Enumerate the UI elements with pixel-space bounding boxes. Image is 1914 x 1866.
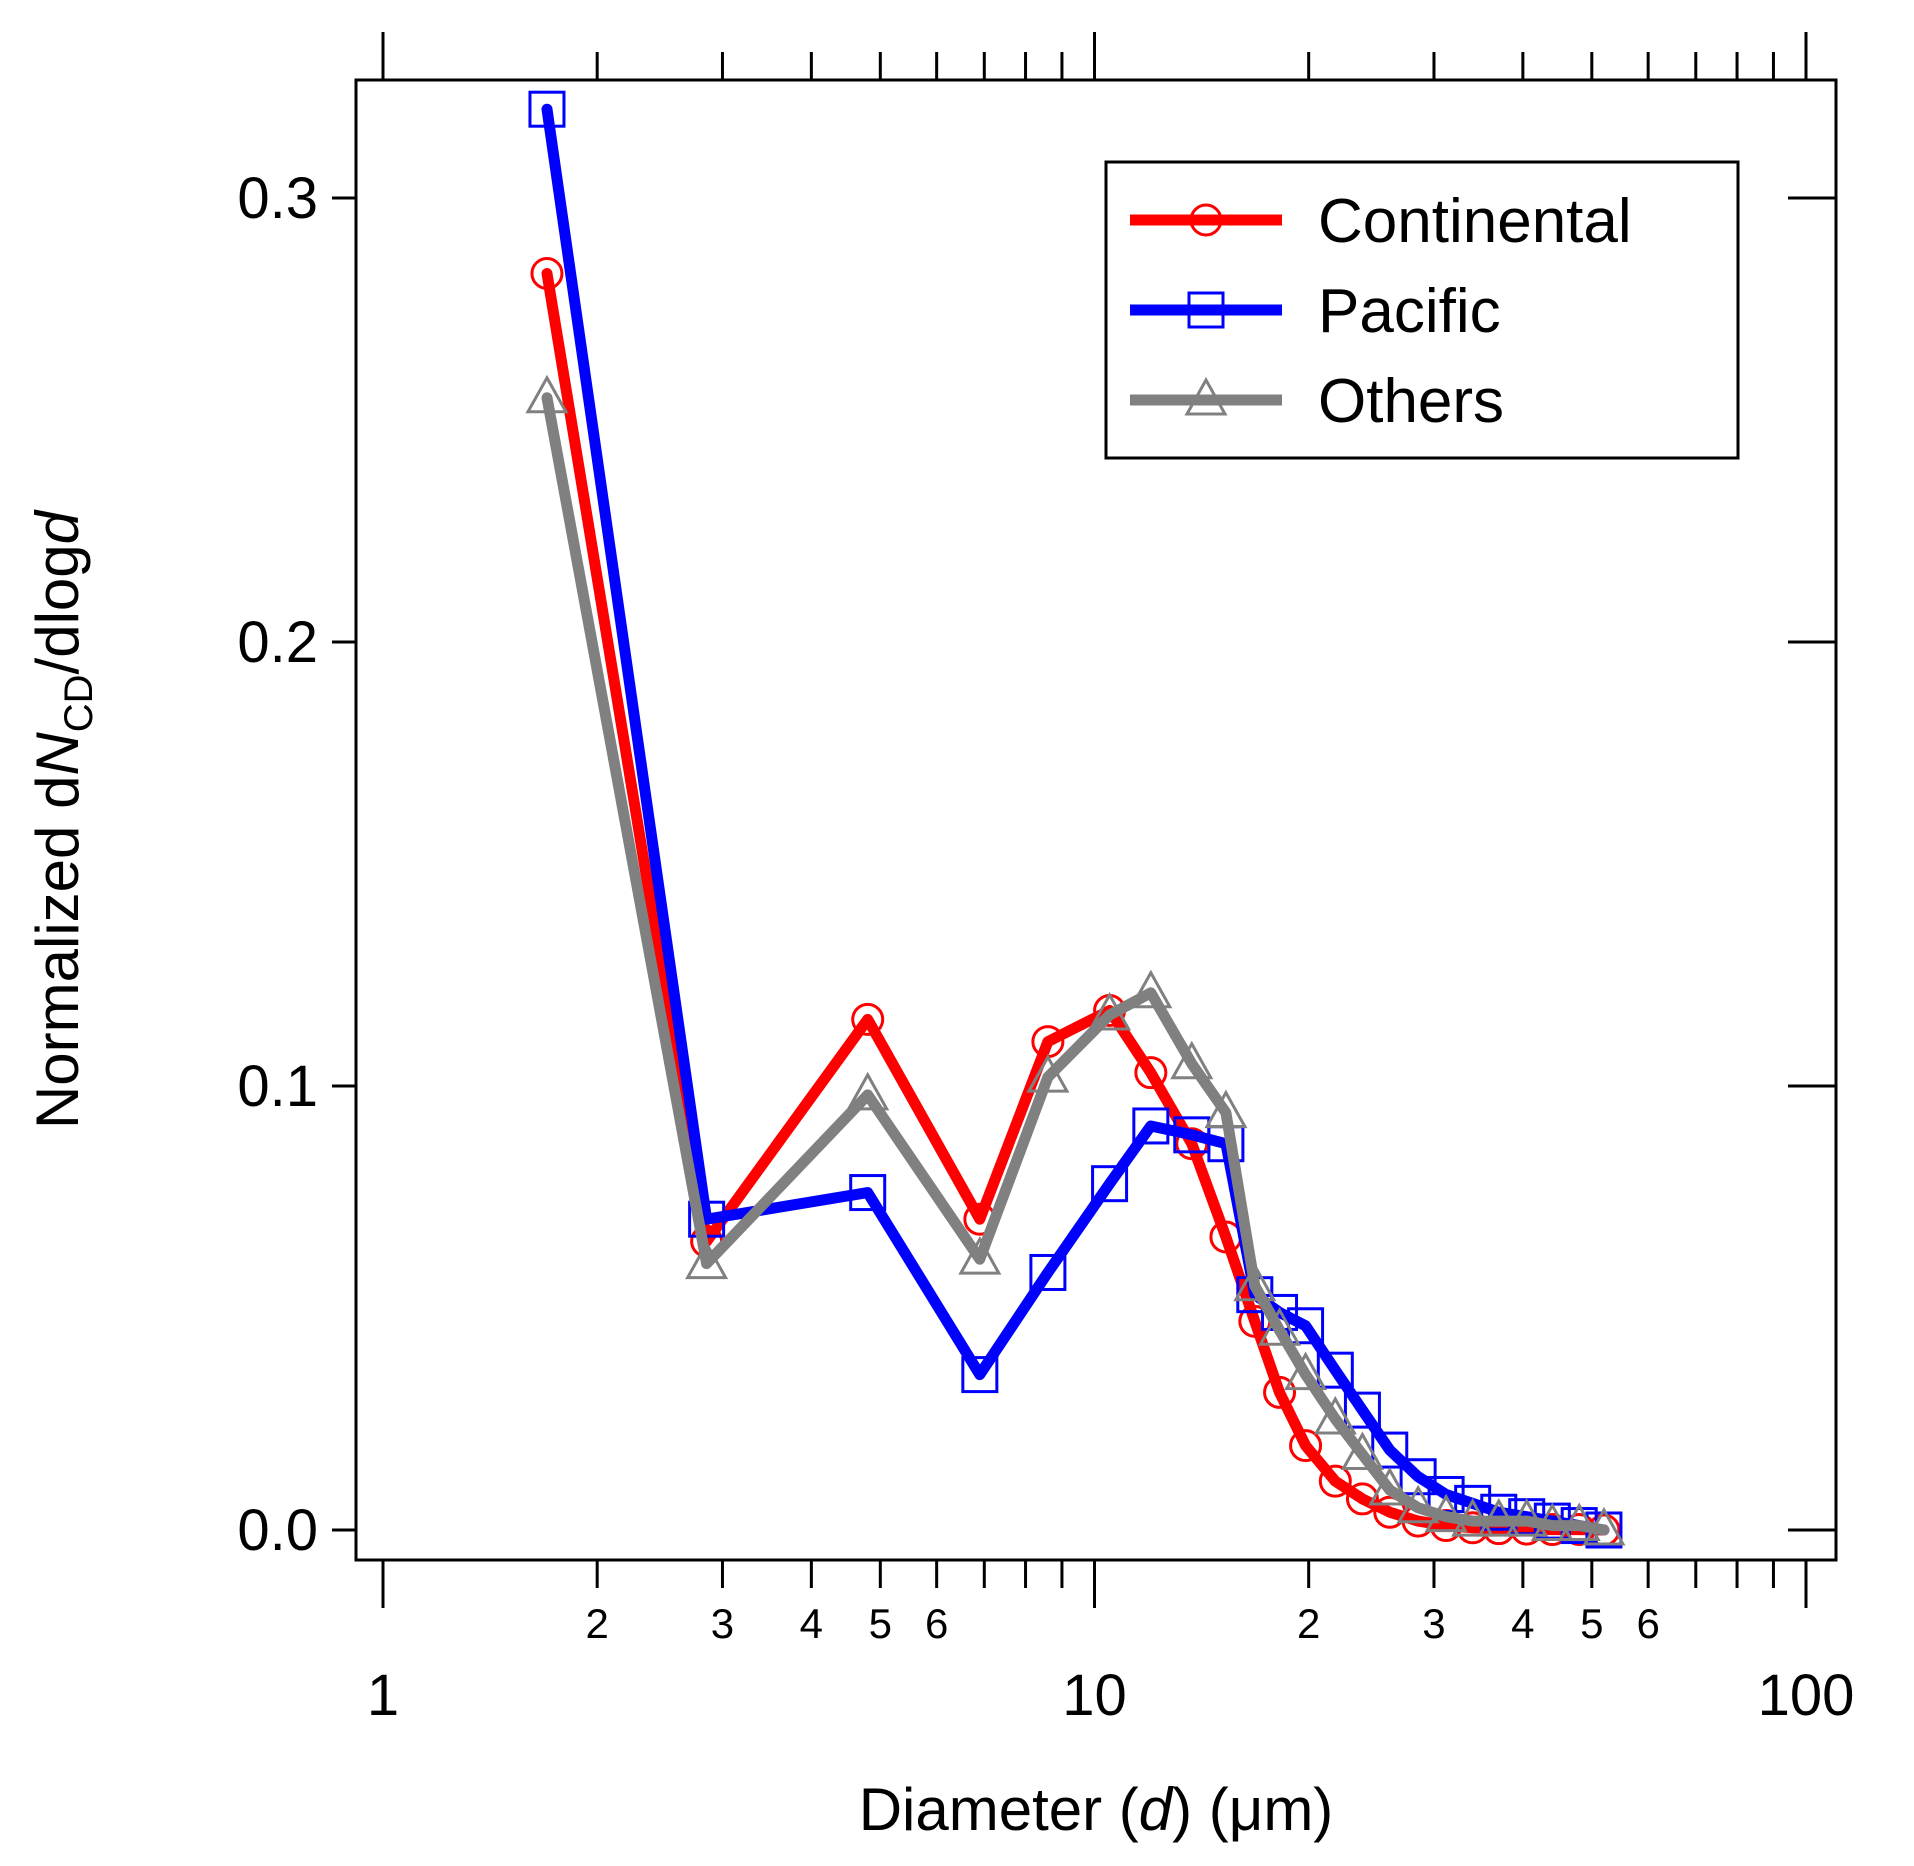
legend: Continental Pacific Others: [1104, 160, 1740, 460]
data-point-others: [1505, 1498, 1549, 1537]
x-minor-tick-label: 4: [1511, 1600, 1534, 1647]
data-point-continental: [1134, 1056, 1168, 1090]
data-point-others: [525, 374, 569, 414]
data-point-continental: [1345, 1482, 1379, 1516]
data-point-continental: [1263, 1375, 1297, 1409]
plot-marks: [525, 90, 1626, 1549]
data-point-others: [1530, 1502, 1574, 1542]
legend-swatch-marker: [1189, 203, 1223, 237]
x-minor-tick-label: 6: [925, 1600, 948, 1647]
data-point-others: [1129, 969, 1173, 1009]
x-minor-tick-label: 2: [1297, 1600, 1320, 1647]
data-point-continental: [1289, 1429, 1323, 1463]
y-tick-label: 0.0: [237, 1498, 318, 1563]
y-tick-label: 0.2: [237, 610, 318, 675]
data-point-others: [1026, 1054, 1070, 1093]
data-point-others: [1204, 1089, 1248, 1129]
data-point-pacific: [1343, 1391, 1381, 1429]
axis-ticks: [332, 32, 1836, 1608]
data-point-pacific: [1091, 1165, 1129, 1203]
data-point-others: [846, 1071, 890, 1111]
x-minor-tick-label: 3: [711, 1600, 734, 1647]
data-point-others: [1284, 1351, 1328, 1391]
y-tick-label: 0.3: [237, 166, 318, 231]
x-minor-tick-label: 3: [1422, 1600, 1445, 1647]
data-point-others: [1582, 1506, 1626, 1546]
data-point-others: [1257, 1307, 1302, 1346]
data-point-others: [1088, 991, 1132, 1031]
x-minor-tick-label: 2: [586, 1600, 609, 1647]
legend-item-pacific: Pacific: [1130, 277, 1501, 346]
legend-item-continental: Continental: [1130, 187, 1632, 256]
data-point-others: [1477, 1498, 1521, 1537]
x-major-tick-label: 10: [1062, 1663, 1127, 1728]
legend-swatch-marker: [1184, 376, 1228, 416]
data-point-pacific: [528, 90, 566, 128]
data-point-others: [1340, 1431, 1384, 1471]
data-point-others: [1233, 1262, 1277, 1302]
data-point-pacific: [1316, 1351, 1354, 1389]
series-line-others: [541, 392, 1610, 1536]
data-point-pacific: [1480, 1493, 1518, 1531]
x-axis-title: Diameter (d) (μm): [859, 1776, 1334, 1843]
series-line-pacific: [541, 103, 1610, 1536]
data-point-pacific: [1029, 1253, 1067, 1291]
data-point-others: [1368, 1466, 1412, 1506]
data-point-others: [1424, 1493, 1468, 1533]
data-point-others: [1557, 1502, 1601, 1542]
legend-label: Continental: [1318, 187, 1632, 256]
data-point-others: [685, 1240, 729, 1280]
series-others: [525, 374, 1626, 1546]
data-point-others: [1170, 1040, 1214, 1080]
data-point-continental: [530, 256, 564, 290]
x-major-tick-label: 1: [367, 1663, 399, 1728]
legend-label: Others: [1318, 367, 1504, 436]
data-point-pacific: [849, 1174, 887, 1212]
data-point-others: [1451, 1498, 1495, 1537]
y-tick-label: 0.1: [237, 1054, 318, 1119]
data-point-pacific: [961, 1356, 999, 1394]
x-major-tick-label: 100: [1758, 1663, 1855, 1728]
data-point-others: [1313, 1395, 1357, 1435]
y-axis-title: Normalized dNCD/dlogd: [24, 509, 101, 1129]
x-minor-tick-label: 6: [1636, 1600, 1659, 1647]
legend-swatch-marker: [1187, 291, 1225, 329]
data-point-continental: [851, 1002, 885, 1036]
data-point-continental: [1318, 1464, 1352, 1498]
legend-item-others: Others: [1130, 367, 1504, 436]
data-point-others: [1396, 1484, 1440, 1524]
x-minor-tick-label: 4: [800, 1600, 823, 1647]
data-point-others: [958, 1236, 1002, 1275]
legend-label: Pacific: [1318, 277, 1501, 346]
x-minor-tick-label: 5: [1580, 1600, 1603, 1647]
data-point-pacific: [1132, 1107, 1170, 1145]
x-minor-tick-label: 5: [869, 1600, 892, 1647]
